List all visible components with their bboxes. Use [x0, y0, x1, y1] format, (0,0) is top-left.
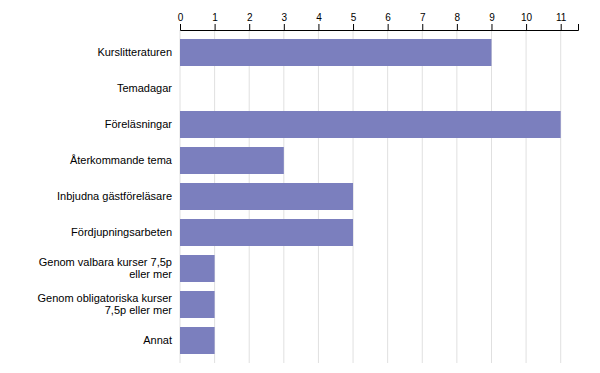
x-tick: 4: [316, 12, 322, 30]
x-tick-mark: [353, 24, 354, 30]
y-tick: Inbjudna gästföreläsare: [57, 190, 172, 202]
y-tick-label: Återkommande tema: [70, 154, 173, 166]
x-tick-label: 7: [420, 12, 426, 23]
y-tick: Genom valbara kurser 7,5peller mer: [39, 256, 173, 280]
x-tick-label: 3: [282, 12, 288, 23]
y-tick-label-line: Inbjudna gästföreläsare: [57, 190, 172, 202]
x-tick-label: 8: [455, 12, 461, 23]
grid-line: [456, 30, 457, 363]
x-tick-label: 10: [521, 12, 533, 23]
x-tick-mark: [284, 24, 285, 30]
bars: [180, 39, 561, 354]
x-tick: 1: [212, 12, 218, 30]
y-tick-label-line: Kurslitteraturen: [97, 46, 172, 58]
bar: [180, 219, 353, 246]
y-tick-label-line: Temadagar: [117, 82, 172, 94]
x-tick: 0: [178, 12, 184, 30]
bar: [180, 183, 353, 210]
x-axis-line: [181, 24, 579, 31]
x-tick-label: 0: [178, 12, 184, 23]
x-tick-mark: [561, 24, 562, 30]
y-tick-label-line: Annat: [143, 334, 172, 346]
bar: [180, 327, 215, 354]
y-tick-label: Föreläsningar: [105, 118, 173, 130]
y-tick-label-line: Återkommande tema: [70, 154, 173, 166]
x-tick-mark: [388, 24, 389, 30]
grid-line: [560, 30, 561, 363]
y-tick: Kurslitteraturen: [97, 46, 172, 58]
x-tick: 5: [351, 12, 357, 30]
x-tick-mark: [491, 24, 492, 30]
x-tick-mark: [318, 24, 319, 30]
x-tick: 10: [521, 12, 533, 30]
x-tick-mark: [180, 24, 181, 30]
bar: [180, 255, 215, 282]
y-tick-label: Genom valbara kurser 7,5peller mer: [39, 256, 173, 280]
x-tick: 6: [385, 12, 391, 30]
y-tick-label-line: Fördjupningsarbeten: [71, 226, 172, 238]
grid: [180, 30, 561, 363]
y-tick-label: Temadagar: [117, 82, 172, 94]
y-tick-label-line: Genom valbara kurser 7,5p: [39, 256, 172, 268]
x-tick-mark: [249, 24, 250, 30]
bar: [180, 111, 561, 138]
grid-line: [491, 30, 492, 363]
y-tick-label: Inbjudna gästföreläsare: [57, 190, 172, 202]
y-axis: Annat Genom obligatoriska kurser7,5p elle…: [37, 46, 172, 346]
plot: 0 1 2 3 4 5 6 7 8 9 10 11 Annat Genom obligatoriska k…: [37, 12, 578, 363]
y-tick: Fördjupningsarbeten: [71, 226, 172, 238]
x-tick-mark: [215, 24, 216, 30]
y-tick-label-line: Genom obligatoriska kurser: [37, 292, 172, 304]
grid-line: [422, 30, 423, 363]
x-tick: 11: [556, 12, 567, 30]
x-tick-label: 9: [489, 12, 495, 23]
x-axis: 0 1 2 3 4 5 6 7 8 9 10 11: [178, 12, 579, 31]
y-tick: Genom obligatoriska kurser7,5p eller mer: [37, 292, 172, 316]
y-tick-label-line: eller mer: [129, 268, 172, 280]
x-tick-label: 5: [351, 12, 357, 23]
y-tick-label: Genom obligatoriska kurser7,5p eller mer: [37, 292, 172, 316]
x-tick: 3: [282, 12, 288, 30]
x-tick-label: 6: [385, 12, 391, 23]
x-tick-label: 1: [212, 12, 218, 23]
x-tick-label: 4: [316, 12, 322, 23]
y-tick: Temadagar: [117, 82, 172, 94]
y-tick: Föreläsningar: [105, 118, 173, 130]
y-tick-label: Annat: [143, 334, 172, 346]
y-tick-label: Fördjupningsarbeten: [71, 226, 172, 238]
bar: [180, 75, 181, 102]
x-tick-mark: [457, 24, 458, 30]
y-tick: Återkommande tema: [70, 154, 173, 166]
bar: [180, 147, 284, 174]
y-tick-label-line: 7,5p eller mer: [105, 304, 173, 316]
x-tick-mark: [526, 24, 527, 30]
x-tick: 9: [489, 12, 495, 30]
x-tick-mark: [422, 24, 423, 30]
x-tick: 7: [420, 12, 426, 30]
grid-line: [387, 30, 388, 363]
x-tick-label: 11: [556, 12, 567, 23]
bar: [180, 291, 215, 318]
y-tick: Annat: [143, 334, 172, 346]
bar: [180, 39, 491, 66]
y-tick-label: Kurslitteraturen: [97, 46, 172, 58]
chart: 0 1 2 3 4 5 6 7 8 9 10 11 Annat Genom obligatoriska k…: [0, 0, 600, 373]
y-tick-label-line: Föreläsningar: [105, 118, 173, 130]
grid-line: [526, 30, 527, 363]
x-tick-label: 2: [247, 12, 253, 23]
x-tick: 8: [455, 12, 461, 30]
x-tick: 2: [247, 12, 253, 30]
